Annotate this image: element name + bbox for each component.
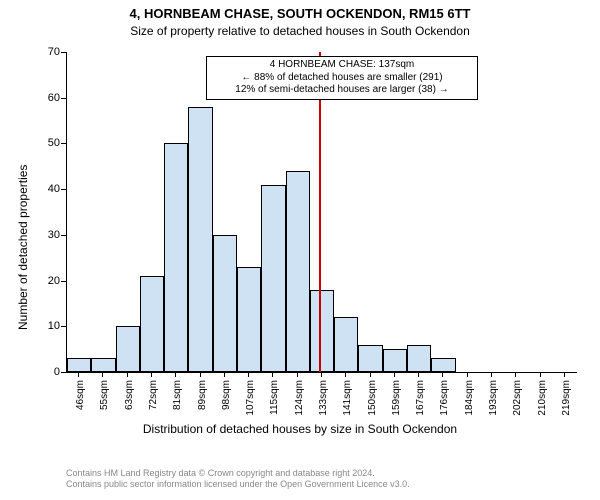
- x-tick-label: 133sqm: [318, 380, 329, 416]
- x-tick-mark: [418, 372, 419, 377]
- histogram-bar: [188, 107, 212, 372]
- y-tick-label: 20: [30, 275, 60, 287]
- x-tick-mark: [564, 372, 565, 377]
- x-tick-mark: [127, 372, 128, 377]
- y-tick-mark: [61, 326, 66, 327]
- x-tick-label: 115sqm: [269, 380, 280, 415]
- histogram-bar: [237, 267, 261, 372]
- x-tick-label: 72sqm: [148, 380, 159, 410]
- histogram-bar: [334, 317, 358, 372]
- credit-text: Contains HM Land Registry data © Crown c…: [66, 468, 410, 490]
- x-tick-mark: [515, 372, 516, 377]
- y-tick-label: 30: [30, 229, 60, 241]
- x-tick-label: 141sqm: [342, 380, 353, 416]
- credit-line: Contains public sector information licen…: [66, 479, 410, 490]
- x-tick-mark: [321, 372, 322, 377]
- x-tick-label: 202sqm: [512, 380, 523, 416]
- annotation-line: ← 88% of detached houses are smaller (29…: [212, 72, 472, 85]
- y-tick-mark: [61, 235, 66, 236]
- histogram-bar: [116, 326, 140, 372]
- histogram-bar: [431, 358, 455, 372]
- x-tick-mark: [224, 372, 225, 377]
- histogram-bar: [140, 276, 164, 372]
- x-tick-mark: [442, 372, 443, 377]
- x-tick-label: 55sqm: [99, 380, 110, 410]
- x-tick-mark: [540, 372, 541, 377]
- chart-title-subtitle: Size of property relative to detached ho…: [0, 24, 600, 38]
- x-tick-label: 63sqm: [124, 380, 135, 410]
- x-tick-label: 193sqm: [488, 380, 499, 416]
- y-tick-label: 10: [30, 320, 60, 332]
- x-tick-mark: [394, 372, 395, 377]
- x-tick-label: 46sqm: [75, 380, 86, 410]
- y-tick-label: 70: [30, 46, 60, 58]
- x-tick-mark: [200, 372, 201, 377]
- y-axis-label: Number of detached properties: [16, 165, 30, 330]
- x-tick-label: 81sqm: [172, 380, 183, 410]
- reference-line: [319, 52, 321, 372]
- x-tick-label: 210sqm: [537, 380, 548, 416]
- x-tick-mark: [151, 372, 152, 377]
- x-tick-label: 176sqm: [439, 380, 450, 416]
- y-tick-mark: [61, 52, 66, 53]
- y-tick-label: 40: [30, 183, 60, 195]
- x-tick-mark: [297, 372, 298, 377]
- x-tick-mark: [345, 372, 346, 377]
- y-tick-mark: [61, 143, 66, 144]
- chart-title-address: 4, HORNBEAM CHASE, SOUTH OCKENDON, RM15 …: [0, 6, 600, 21]
- x-tick-label: 124sqm: [294, 380, 305, 416]
- x-tick-mark: [78, 372, 79, 377]
- y-tick-mark: [61, 372, 66, 373]
- y-tick-label: 50: [30, 137, 60, 149]
- histogram-bar: [213, 235, 237, 372]
- x-tick-mark: [272, 372, 273, 377]
- x-tick-label: 219sqm: [561, 380, 572, 416]
- x-tick-mark: [102, 372, 103, 377]
- y-tick-mark: [61, 281, 66, 282]
- x-tick-label: 107sqm: [245, 380, 256, 416]
- y-tick-mark: [61, 189, 66, 190]
- y-tick-label: 0: [30, 366, 60, 378]
- histogram-bar: [310, 290, 334, 372]
- credit-line: Contains HM Land Registry data © Crown c…: [66, 468, 410, 479]
- histogram-bar: [286, 171, 310, 372]
- x-tick-mark: [248, 372, 249, 377]
- histogram-bar: [261, 185, 285, 372]
- x-tick-mark: [370, 372, 371, 377]
- annotation-line: 12% of semi-detached houses are larger (…: [212, 84, 472, 97]
- x-tick-mark: [175, 372, 176, 377]
- annotation-box: 4 HORNBEAM CHASE: 137sqm ← 88% of detach…: [206, 56, 478, 100]
- x-tick-label: 98sqm: [221, 380, 232, 410]
- plot-area: [66, 52, 577, 373]
- x-tick-label: 159sqm: [391, 380, 402, 416]
- histogram-bar: [383, 349, 407, 372]
- histogram-bar: [164, 143, 188, 372]
- y-tick-label: 60: [30, 92, 60, 104]
- histogram-bar: [358, 345, 382, 372]
- x-tick-label: 184sqm: [464, 380, 475, 416]
- x-tick-label: 167sqm: [415, 380, 426, 416]
- histogram-bar: [91, 358, 115, 372]
- x-tick-mark: [467, 372, 468, 377]
- x-tick-label: 150sqm: [367, 380, 378, 416]
- histogram-bar: [407, 345, 431, 372]
- y-tick-mark: [61, 98, 66, 99]
- x-axis-label: Distribution of detached houses by size …: [0, 422, 600, 436]
- x-tick-label: 89sqm: [197, 380, 208, 410]
- annotation-line: 4 HORNBEAM CHASE: 137sqm: [212, 59, 472, 72]
- histogram-bar: [67, 358, 91, 372]
- x-tick-mark: [491, 372, 492, 377]
